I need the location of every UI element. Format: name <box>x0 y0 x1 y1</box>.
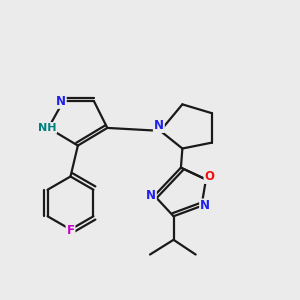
Text: O: O <box>205 170 214 183</box>
Text: F: F <box>67 224 74 237</box>
Text: N: N <box>154 119 164 132</box>
Text: N: N <box>146 189 156 202</box>
Text: N: N <box>200 200 210 212</box>
Text: NH: NH <box>38 123 56 133</box>
Text: N: N <box>56 95 66 108</box>
